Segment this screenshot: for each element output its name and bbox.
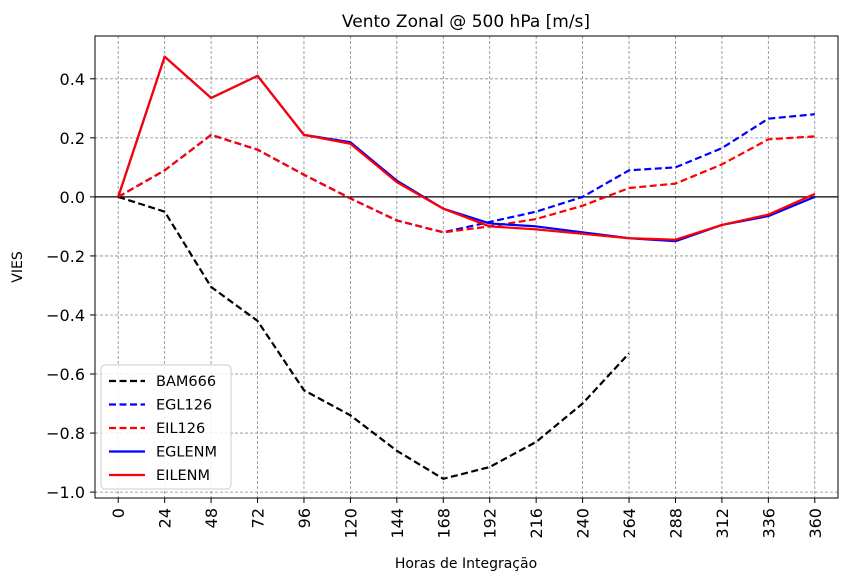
- y-tick-label: 0.0: [60, 188, 85, 207]
- legend-label-eilenm: EILENM: [156, 468, 210, 484]
- x-tick-label: 96: [295, 508, 314, 528]
- x-axis-title: Horas de Integração: [395, 556, 537, 572]
- legend-label-bam666: BAM666: [156, 374, 216, 390]
- grid-lines: [95, 36, 838, 498]
- x-tick-label: 216: [527, 508, 546, 539]
- y-tick-label: −0.4: [46, 306, 85, 325]
- y-tick-label: 0.4: [60, 70, 85, 89]
- y-tick-label: −1.0: [46, 483, 85, 502]
- plot-frame: [94, 35, 839, 499]
- legend: BAM666 EGL126 EIL126 EGLENM EILENM: [100, 364, 232, 490]
- x-tick-label: 72: [249, 508, 268, 528]
- x-tick-label: 312: [713, 508, 732, 539]
- y-tick-label: 0.2: [60, 129, 85, 148]
- y-tick-label: −0.8: [46, 424, 85, 443]
- x-tick-label: 0: [109, 508, 128, 518]
- x-tick-label: 264: [620, 508, 639, 539]
- series-line-bam666: [117, 195, 630, 480]
- series-line-eilenm: [117, 55, 816, 241]
- series-layer: [117, 55, 816, 480]
- x-tick-label: 240: [574, 508, 593, 539]
- x-tick-label: 336: [759, 508, 778, 539]
- legend-label-eil126: EIL126: [156, 421, 205, 437]
- x-tick-label: 192: [481, 508, 500, 539]
- x-tick-label: 120: [341, 508, 360, 539]
- y-tick-label: −0.6: [46, 365, 85, 384]
- x-tick-label: 48: [202, 508, 221, 528]
- legend-box: [100, 364, 232, 490]
- y-axis: 0.4 0.2 0.0 −0.2 −0.4 −0.6 −0.8 −1.0: [46, 70, 95, 502]
- x-tick-label: 288: [666, 508, 685, 539]
- series-line-egl126: [117, 113, 815, 234]
- x-tick-label: 360: [806, 508, 825, 539]
- x-tick-label: 24: [156, 508, 175, 528]
- x-tick-label: 168: [434, 508, 453, 539]
- y-tick-label: −0.2: [46, 247, 85, 266]
- y-axis-title: VIES: [10, 251, 26, 283]
- x-axis: 0 24 48 72 96 120 144 168 192 216 240 264 288 312 336 3…: [109, 498, 825, 539]
- x-tick-label: 144: [388, 508, 407, 539]
- legend-label-egl126: EGL126: [156, 398, 212, 414]
- chart-title: Vento Zonal @ 500 hPa [m/s]: [342, 12, 590, 32]
- legend-label-eglenm: EGLENM: [156, 445, 217, 461]
